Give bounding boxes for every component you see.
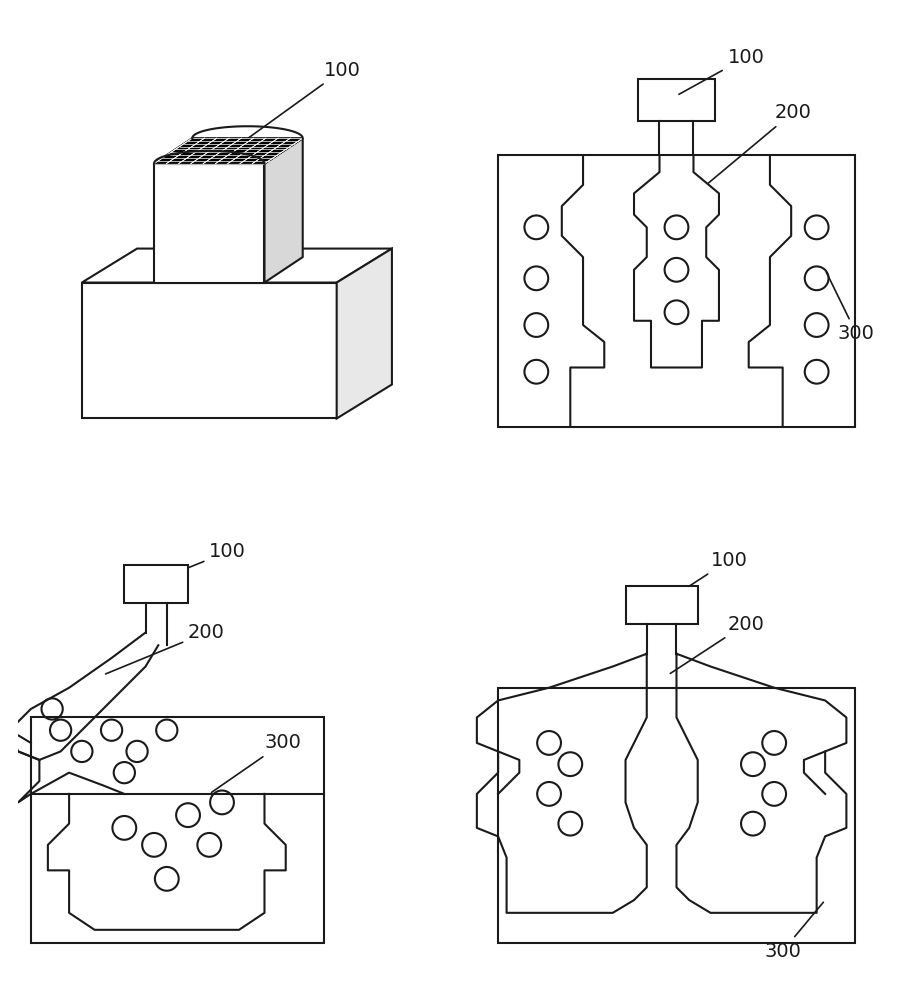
Polygon shape [265, 138, 303, 283]
Polygon shape [626, 586, 697, 624]
Text: 200: 200 [670, 615, 765, 673]
Polygon shape [154, 164, 265, 283]
Polygon shape [124, 565, 188, 603]
Polygon shape [336, 249, 392, 418]
Text: 100: 100 [679, 48, 765, 94]
Text: 300: 300 [826, 272, 874, 343]
Polygon shape [498, 688, 855, 943]
Text: 200: 200 [105, 623, 225, 674]
Text: 300: 300 [211, 733, 301, 792]
Polygon shape [498, 155, 855, 427]
Text: 100: 100 [666, 551, 747, 601]
Polygon shape [31, 717, 324, 943]
Polygon shape [82, 283, 336, 418]
Text: 100: 100 [157, 542, 246, 580]
Text: 200: 200 [708, 103, 811, 183]
Text: 300: 300 [765, 902, 824, 961]
Polygon shape [154, 138, 303, 164]
Text: 100: 100 [233, 61, 361, 149]
Polygon shape [82, 249, 392, 283]
Polygon shape [639, 79, 715, 121]
